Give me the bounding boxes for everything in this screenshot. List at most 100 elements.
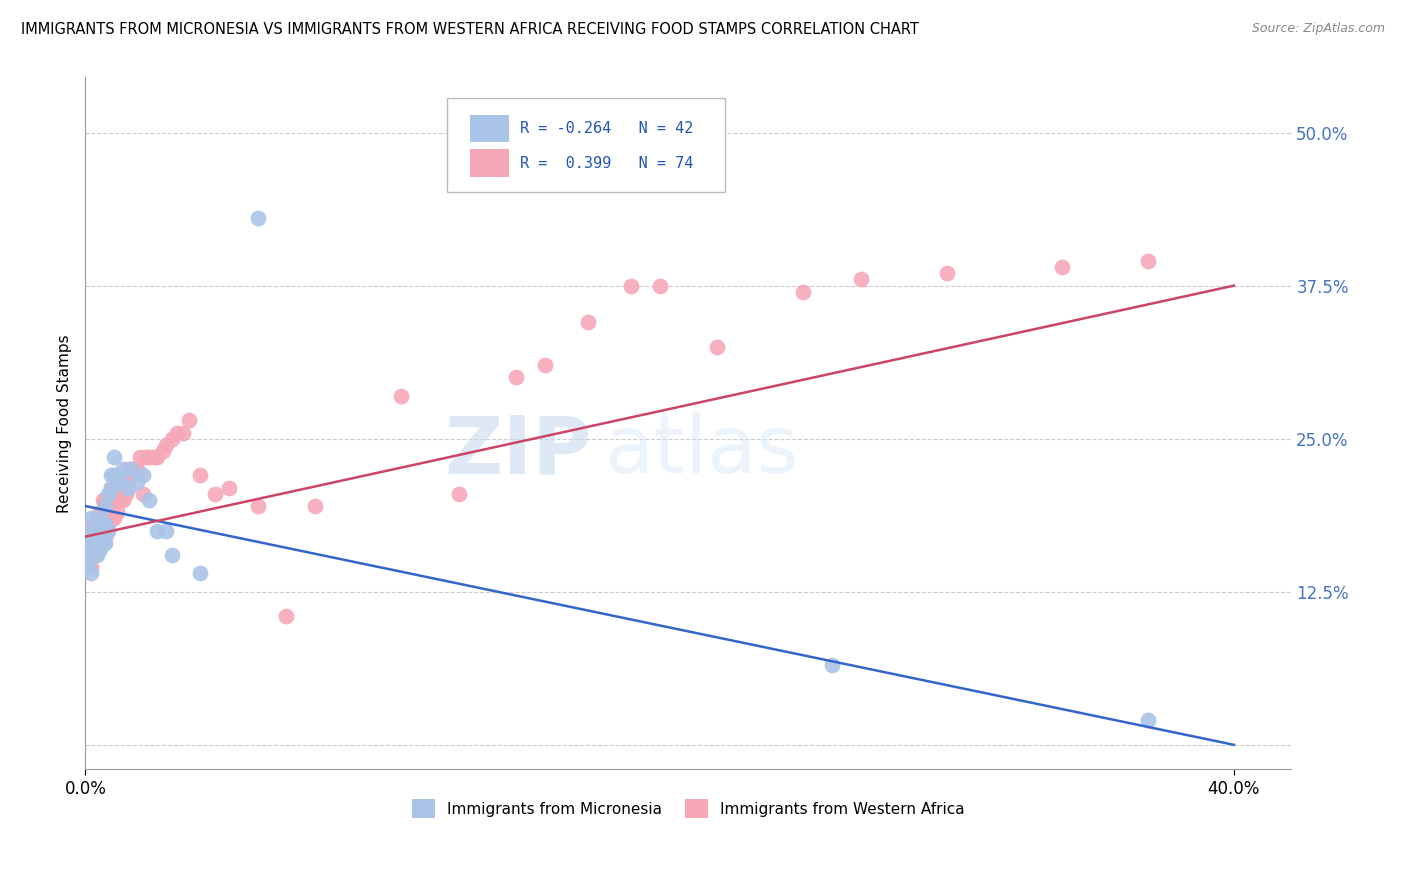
Point [86, 524, 108, 538]
Point [152, 444, 174, 458]
Point [89, 505, 111, 519]
Point [160, 548, 183, 562]
Point [138, 492, 160, 507]
Point [89, 511, 111, 525]
Point [117, 462, 139, 476]
Point [94, 499, 117, 513]
Point [246, 211, 269, 226]
Point [246, 499, 269, 513]
Point [103, 468, 125, 483]
Point [100, 481, 122, 495]
Point [80, 524, 103, 538]
Point [146, 450, 169, 464]
FancyBboxPatch shape [470, 115, 509, 143]
Point [188, 468, 211, 483]
Point [188, 566, 211, 581]
Point [132, 468, 155, 483]
Point [505, 370, 527, 384]
Point [77, 535, 100, 549]
Point [105, 468, 128, 483]
Point [132, 487, 155, 501]
Point [204, 487, 226, 501]
Text: IMMIGRANTS FROM MICRONESIA VS IMMIGRANTS FROM WESTERN AFRICA RECEIVING FOOD STAM: IMMIGRANTS FROM MICRONESIA VS IMMIGRANTS… [21, 22, 920, 37]
Point [80, 524, 103, 538]
Point [108, 492, 131, 507]
Point [89, 524, 111, 538]
Point [89, 530, 111, 544]
Point [648, 278, 671, 293]
Point [706, 340, 728, 354]
Point [103, 450, 125, 464]
Point [935, 266, 957, 280]
Point [125, 462, 148, 476]
Point [80, 566, 103, 581]
Point [172, 425, 194, 440]
Point [89, 535, 111, 549]
Point [105, 487, 128, 501]
Point [97, 524, 120, 538]
Point [100, 481, 122, 495]
Point [160, 432, 183, 446]
Point [80, 541, 103, 556]
FancyBboxPatch shape [447, 98, 724, 192]
Point [1136, 714, 1159, 728]
Point [86, 530, 108, 544]
Point [77, 535, 100, 549]
Point [103, 487, 125, 501]
Point [108, 475, 131, 489]
Point [117, 481, 139, 495]
Point [177, 413, 200, 427]
Point [146, 524, 169, 538]
Point [80, 511, 103, 525]
Point [83, 548, 105, 562]
Point [111, 462, 134, 476]
Point [122, 462, 145, 476]
Point [100, 468, 122, 483]
Point [80, 560, 103, 574]
Point [533, 358, 555, 372]
Point [111, 475, 134, 489]
Text: R = -0.264   N = 42: R = -0.264 N = 42 [520, 121, 693, 136]
Point [100, 511, 122, 525]
Point [389, 389, 412, 403]
Point [86, 541, 108, 556]
Y-axis label: Receiving Food Stamps: Receiving Food Stamps [58, 334, 72, 513]
Point [135, 450, 157, 464]
Point [83, 535, 105, 549]
Text: ZIP: ZIP [444, 412, 592, 490]
Point [155, 438, 177, 452]
Point [821, 658, 844, 673]
Point [138, 450, 160, 464]
Point [120, 462, 142, 476]
Point [97, 487, 120, 501]
Point [91, 535, 114, 549]
Point [83, 548, 105, 562]
Point [91, 492, 114, 507]
Point [111, 492, 134, 507]
Point [83, 535, 105, 549]
Point [77, 524, 100, 538]
Point [792, 285, 814, 299]
Text: Source: ZipAtlas.com: Source: ZipAtlas.com [1251, 22, 1385, 36]
Point [86, 511, 108, 525]
Point [77, 548, 100, 562]
Point [166, 425, 188, 440]
FancyBboxPatch shape [470, 149, 509, 178]
Point [576, 315, 599, 329]
Point [103, 511, 125, 525]
Point [94, 492, 117, 507]
Point [94, 511, 117, 525]
Point [83, 517, 105, 532]
Point [91, 524, 114, 538]
Point [86, 548, 108, 562]
Point [91, 524, 114, 538]
Point [97, 499, 120, 513]
Point [94, 530, 117, 544]
Point [218, 481, 240, 495]
Point [80, 541, 103, 556]
Text: atlas: atlas [605, 412, 799, 490]
Text: R =  0.399   N = 74: R = 0.399 N = 74 [520, 156, 693, 170]
Point [77, 548, 100, 562]
Point [94, 535, 117, 549]
Point [447, 487, 470, 501]
